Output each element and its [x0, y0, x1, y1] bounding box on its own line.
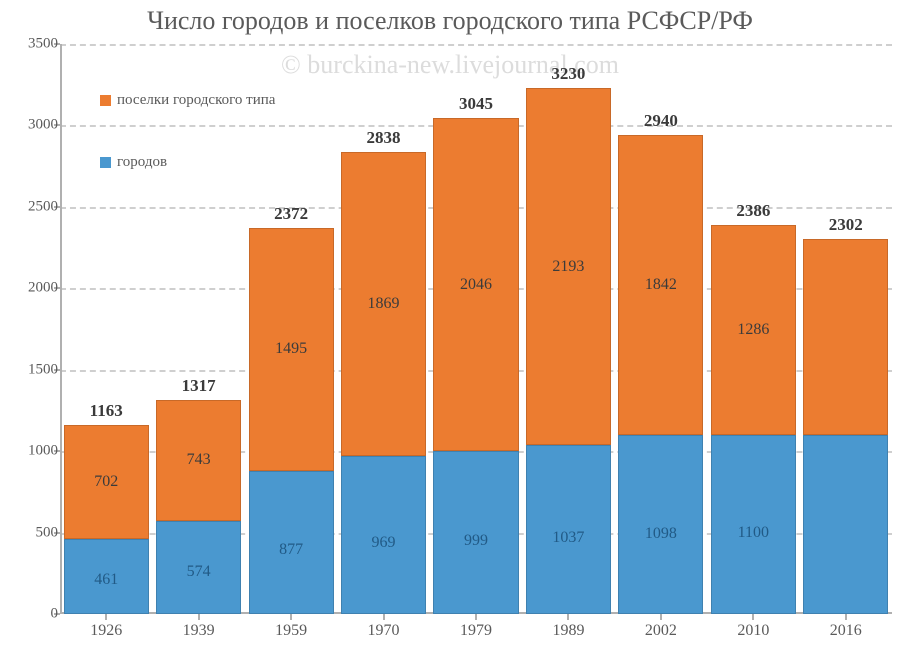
- x-tick-label: 1989: [552, 622, 584, 640]
- x-tick-mark: [383, 614, 385, 620]
- legend-item-cities: городов: [100, 154, 167, 171]
- x-tick-label: 1979: [460, 622, 492, 640]
- bar-value-towns: 1869: [341, 295, 426, 313]
- legend-item-towns: поселки городского типа: [100, 92, 275, 109]
- bar-value-cities: 1098: [618, 525, 703, 543]
- y-tick-label: 3500: [8, 36, 58, 53]
- bar-group: 461 702 1163: [64, 44, 149, 614]
- chart-title: Число городов и поселков городского типа…: [0, 6, 900, 36]
- bar-value-towns: 743: [156, 451, 241, 469]
- legend-label: городов: [117, 154, 167, 171]
- bar-value-cities: 969: [341, 534, 426, 552]
- y-tick-label: 0: [8, 606, 58, 623]
- bar-value-cities: 999: [433, 532, 518, 550]
- y-tick-label: 2500: [8, 198, 58, 215]
- bar-group: 2302: [803, 44, 888, 614]
- bar-group: 999 2046 3045: [433, 44, 518, 614]
- x-tick-label: 1959: [275, 622, 307, 640]
- x-tick-label: 1926: [90, 622, 122, 640]
- x-tick-label: 2016: [830, 622, 862, 640]
- x-tick-mark: [660, 614, 662, 620]
- x-tick-mark: [752, 614, 754, 620]
- bar-total-label: 3045: [433, 94, 518, 114]
- bar-total-label: 3230: [526, 64, 611, 84]
- legend-label: поселки городского типа: [117, 92, 275, 109]
- bar-total-label: 2386: [711, 201, 796, 221]
- bar-segment-towns: [803, 239, 888, 435]
- bar-group: 877 1495 2372: [249, 44, 334, 614]
- bar-group: 1098 1842 2940: [618, 44, 703, 614]
- y-axis: [60, 44, 62, 614]
- bar-value-towns: 1495: [249, 340, 334, 358]
- x-tick-mark: [290, 614, 292, 620]
- y-tick-label: 2000: [8, 280, 58, 297]
- x-tick-mark: [845, 614, 847, 620]
- x-tick-mark: [567, 614, 569, 620]
- bar-value-towns: 2193: [526, 258, 611, 276]
- bar-group: 574 743 1317: [156, 44, 241, 614]
- x-tick-label: 1939: [183, 622, 215, 640]
- bar-total-label: 2372: [249, 204, 334, 224]
- legend-swatch: [100, 95, 111, 106]
- bar-value-towns: 2046: [433, 276, 518, 294]
- bar-value-towns: 1842: [618, 276, 703, 294]
- x-tick-label: 2010: [737, 622, 769, 640]
- x-tick-mark: [198, 614, 200, 620]
- bar-total-label: 1317: [156, 376, 241, 396]
- bar-total-label: 2940: [618, 111, 703, 131]
- bar-group: 1037 2193 3230: [526, 44, 611, 614]
- bar-value-cities: 1100: [711, 524, 796, 542]
- bar-total-label: 2302: [803, 215, 888, 235]
- bar-total-label: 1163: [64, 401, 149, 421]
- legend-swatch: [100, 157, 111, 168]
- y-tick-label: 1500: [8, 361, 58, 378]
- bar-value-cities: 1037: [526, 529, 611, 547]
- bar-segment-cities: [803, 435, 888, 614]
- x-tick-mark: [105, 614, 107, 620]
- chart-container: Число городов и поселков городского типа…: [0, 0, 900, 652]
- bar-value-cities: 574: [156, 563, 241, 581]
- y-tick-label: 3000: [8, 117, 58, 134]
- x-tick-mark: [475, 614, 477, 620]
- bar-value-towns: 702: [64, 473, 149, 491]
- y-tick-label: 1000: [8, 443, 58, 460]
- bar-total-label: 2838: [341, 128, 426, 148]
- y-tick-label: 500: [8, 524, 58, 541]
- x-tick-label: 2002: [645, 622, 677, 640]
- bar-value-towns: 1286: [711, 321, 796, 339]
- plot-area: 461 702 1163 574 743 1317 877 1495 2372 969 1869 28…: [60, 44, 892, 614]
- bar-group: 969 1869 2838: [341, 44, 426, 614]
- x-tick-label: 1970: [368, 622, 400, 640]
- bar-value-cities: 877: [249, 541, 334, 559]
- bar-value-cities: 461: [64, 571, 149, 589]
- bar-group: 1100 1286 2386: [711, 44, 796, 614]
